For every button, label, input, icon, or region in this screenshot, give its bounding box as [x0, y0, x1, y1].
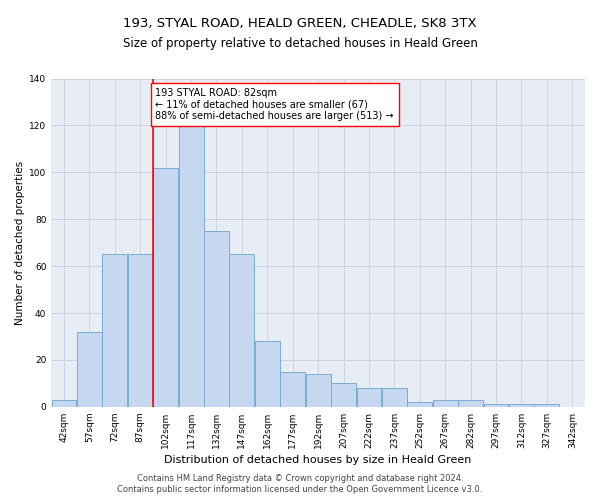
Bar [509, 404, 534, 407]
Text: 193, STYAL ROAD, HEALD GREEN, CHEADLE, SK8 3TX: 193, STYAL ROAD, HEALD GREEN, CHEADLE, S… [123, 18, 477, 30]
Bar [535, 404, 559, 407]
Bar [229, 254, 254, 407]
Bar [77, 332, 102, 407]
Bar [103, 254, 127, 407]
X-axis label: Distribution of detached houses by size in Heald Green: Distribution of detached houses by size … [164, 455, 472, 465]
Bar [153, 168, 178, 407]
Bar [52, 400, 76, 407]
Bar [382, 388, 407, 407]
Bar [407, 402, 432, 407]
Bar [204, 231, 229, 407]
Bar [255, 341, 280, 407]
Bar [433, 400, 458, 407]
Text: Size of property relative to detached houses in Heald Green: Size of property relative to detached ho… [122, 38, 478, 51]
Text: 193 STYAL ROAD: 82sqm
← 11% of detached houses are smaller (67)
88% of semi-deta: 193 STYAL ROAD: 82sqm ← 11% of detached … [155, 88, 394, 121]
Text: Contains HM Land Registry data © Crown copyright and database right 2024.
Contai: Contains HM Land Registry data © Crown c… [118, 474, 482, 494]
Bar [356, 388, 382, 407]
Bar [280, 372, 305, 407]
Bar [484, 404, 508, 407]
Bar [128, 254, 152, 407]
Bar [331, 384, 356, 407]
Bar [458, 400, 483, 407]
Bar [179, 120, 203, 407]
Y-axis label: Number of detached properties: Number of detached properties [15, 160, 25, 324]
Bar [305, 374, 331, 407]
